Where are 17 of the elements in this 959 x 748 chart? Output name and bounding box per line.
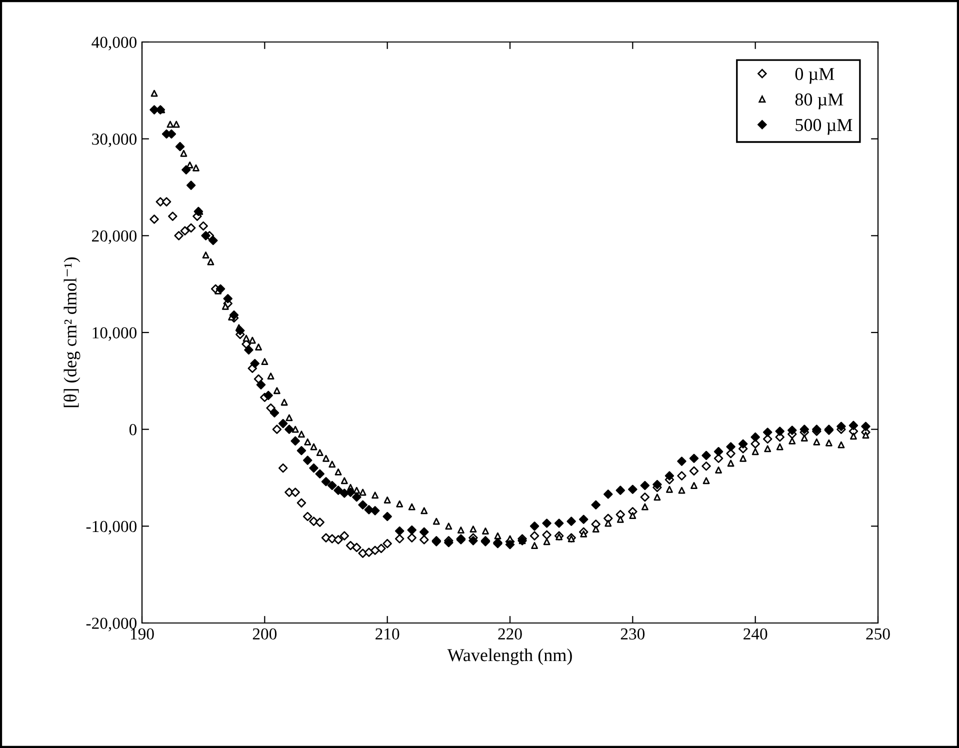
legend-label: 0 µM: [795, 68, 834, 84]
y-tick-label: 20,000: [92, 230, 137, 244]
legend-label: 500 µM: [796, 118, 852, 135]
x-tick-label: 220: [498, 628, 522, 640]
x-tick-label: 200: [252, 628, 277, 640]
y-tick-label: 0: [129, 424, 137, 436]
x-axis-title: Wavelength (nm): [447, 648, 572, 665]
x-tick-label: 210: [376, 628, 400, 640]
y-tick-label: 10,000: [92, 327, 137, 341]
y-axis-title: [θ] (deg cm² dmol⁻¹): [64, 257, 80, 408]
x-tick-label: 250: [866, 628, 890, 640]
legend-label: 80 µM: [795, 93, 844, 110]
x-tick-label: 230: [620, 628, 645, 640]
y-tick-label: -10,000: [86, 520, 137, 535]
y-tick-label: 40,000: [92, 36, 137, 50]
y-tick-label: 30,000: [92, 134, 137, 148]
x-tick-label: 240: [744, 628, 768, 640]
